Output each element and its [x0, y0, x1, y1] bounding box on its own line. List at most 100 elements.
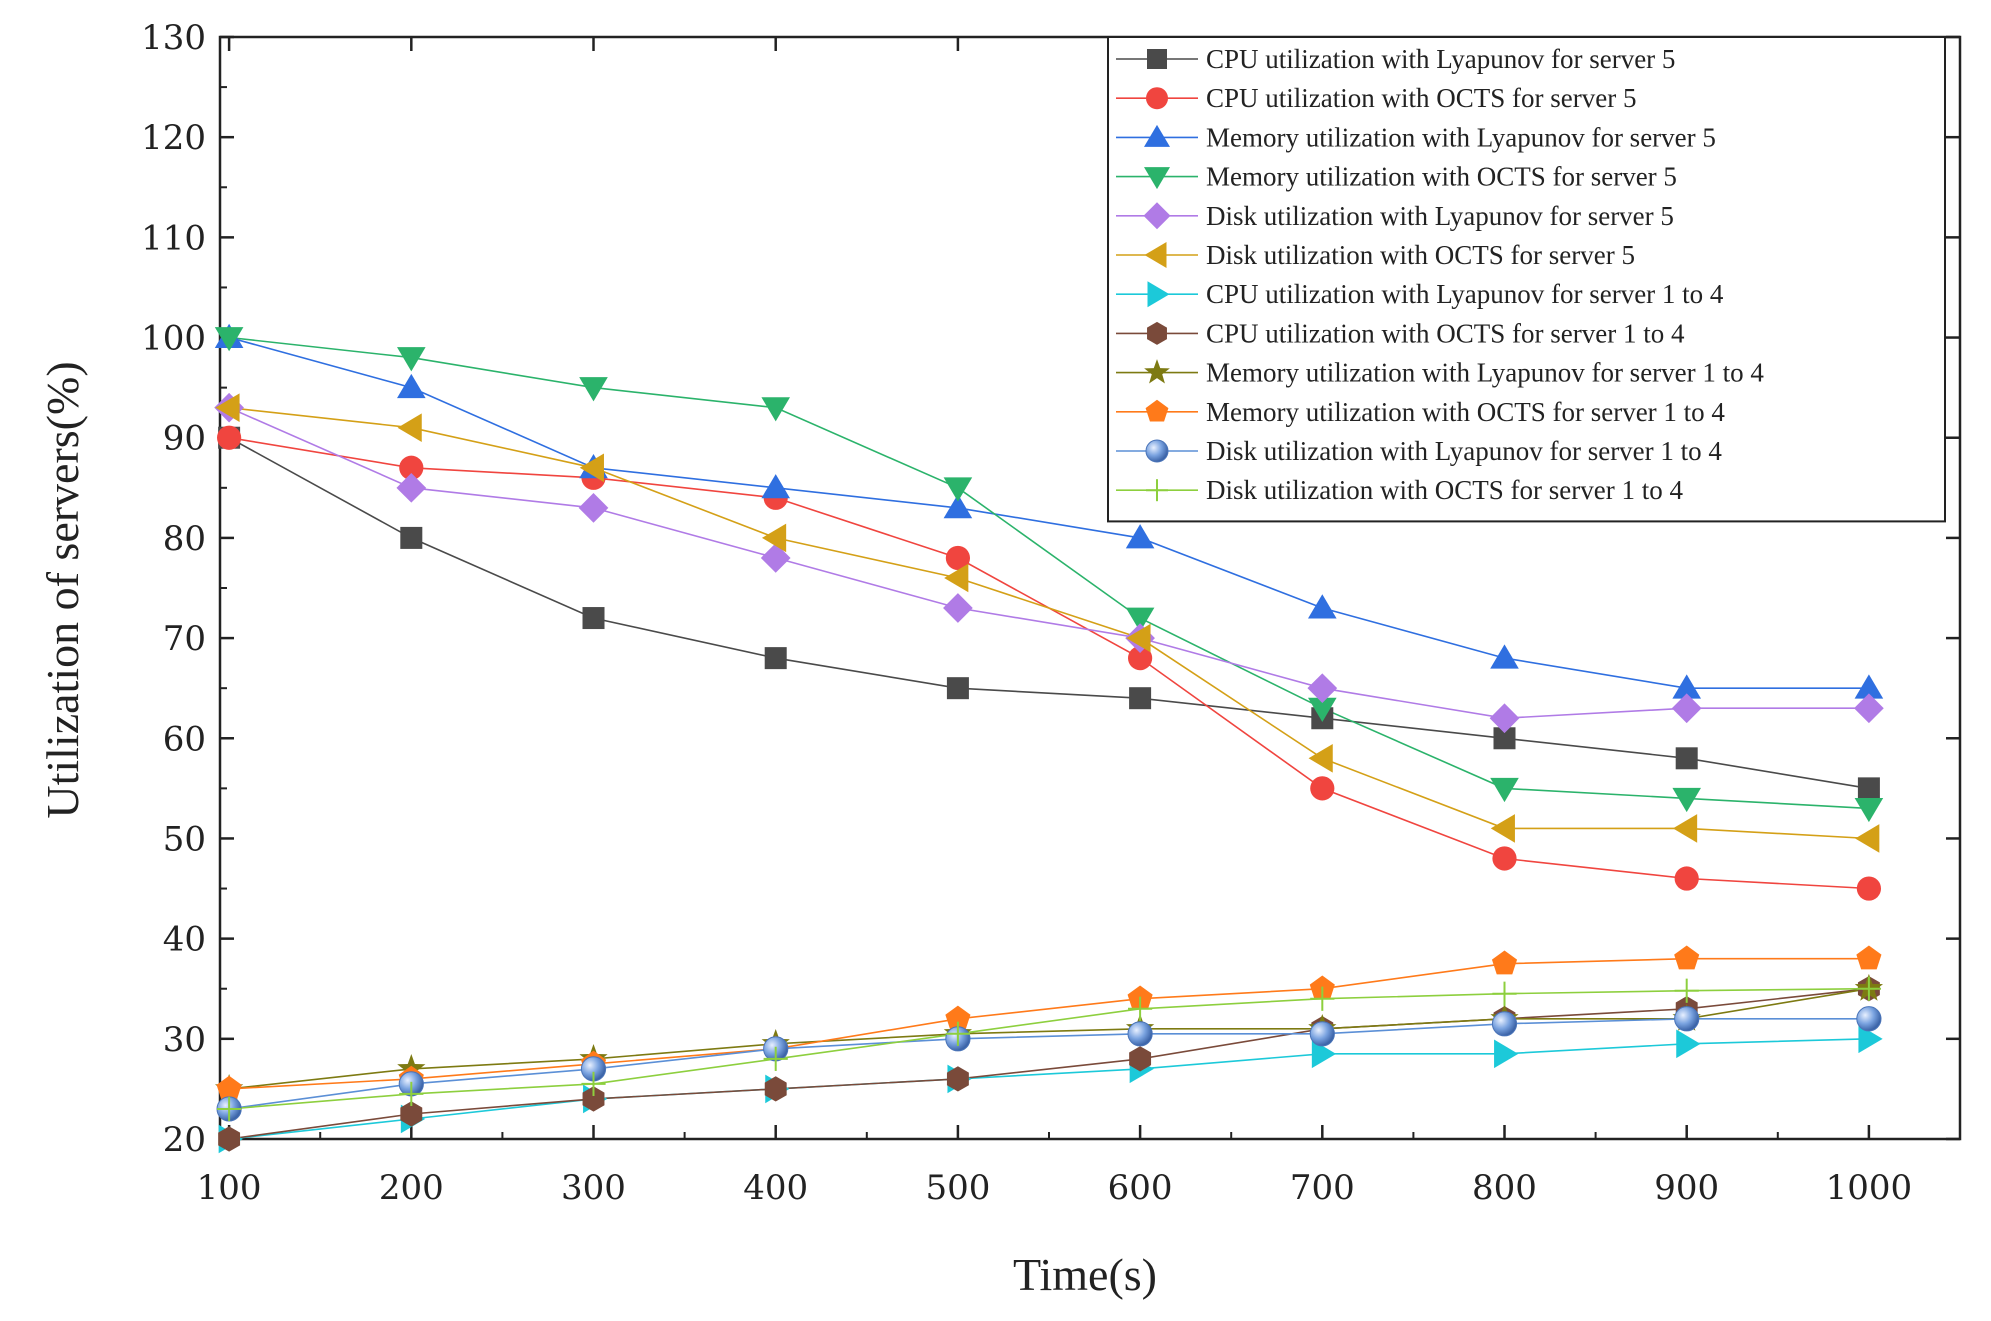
legend-swatch-marker	[1144, 242, 1167, 268]
legend-item-5: Disk utilization with Lyapunov for serve…	[1116, 201, 1674, 231]
data-point-s1-10	[1857, 777, 1880, 800]
data-point-s2-2	[399, 455, 424, 480]
legend-swatch-marker	[1146, 87, 1168, 110]
data-point-s10-5	[945, 1005, 971, 1030]
data-point-s12-3	[581, 1071, 606, 1096]
data-point-s11-6	[1127, 1021, 1153, 1047]
legend-swatch-marker	[1144, 359, 1170, 384]
legend-swatch-marker	[1146, 479, 1168, 502]
data-point-s2-1	[217, 425, 242, 450]
data-point-s12-2	[399, 1081, 424, 1107]
data-point-s4-8	[1490, 777, 1519, 803]
data-point-s3-10	[1854, 674, 1884, 699]
series-line-12	[229, 987, 1869, 1110]
data-point-s6-10	[1855, 824, 1880, 853]
data-point-s5-7	[1307, 673, 1338, 704]
x-axis: 100 200 300 400 500 600 700 800 900 1000	[197, 37, 1913, 1208]
x-tick-label: 1000	[1826, 1168, 1913, 1208]
data-point-s12-10	[1856, 976, 1882, 1001]
y-tick-label: 120	[141, 118, 206, 158]
data-point-s10-9	[1674, 945, 1700, 970]
y-tick-label: 60	[163, 719, 206, 759]
data-point-s7-8	[1494, 1039, 1519, 1069]
data-point-s4-9	[1672, 787, 1702, 813]
legend-label: Memory utilization with Lyapunov for ser…	[1206, 358, 1764, 388]
data-point-s1-6	[1129, 687, 1152, 710]
y-tick-label: 70	[163, 619, 206, 659]
data-point-s8-3	[582, 1086, 605, 1112]
y-tick-label: 110	[141, 218, 206, 258]
data-point-s6-3	[579, 453, 604, 483]
data-point-s12-8	[1492, 981, 1517, 1006]
y-axis-title: Utilization of servers(%)	[37, 361, 88, 818]
series-line-8	[228, 987, 1869, 1140]
data-point-s12-7	[1310, 986, 1335, 1011]
data-point-s4-3	[579, 377, 608, 402]
x-tick-label: 100	[197, 1168, 262, 1208]
y-tick-label: 20	[163, 1120, 206, 1160]
legend-item-10: Memory utilization with OCTS for server …	[1116, 397, 1725, 427]
data-point-s8-1	[218, 1126, 241, 1152]
legend-swatch-marker	[1143, 202, 1171, 230]
data-point-s2-8	[1492, 846, 1517, 871]
data-point-s7-7	[1311, 1039, 1337, 1069]
data-point-s3-4	[761, 474, 791, 499]
legend-item-2: CPU utilization with OCTS for server 5	[1116, 83, 1636, 113]
data-point-s5-2	[396, 472, 427, 503]
data-point-s5-3	[578, 493, 609, 523]
legend-swatch-marker	[1144, 167, 1170, 190]
data-point-s12-5	[945, 1021, 971, 1046]
data-point-s3-2	[397, 373, 426, 399]
data-point-s4-1	[214, 327, 244, 352]
data-point-s4-7	[1308, 697, 1337, 722]
data-point-s1-5	[946, 677, 969, 700]
legend-item-12: Disk utilization with OCTS for server 1 …	[1116, 475, 1683, 505]
legend-label: CPU utilization with Lyapunov for server…	[1206, 44, 1675, 74]
data-point-s1-9	[1675, 747, 1698, 770]
data-point-s2-5	[945, 545, 971, 571]
data-point-s5-5	[943, 593, 973, 623]
data-point-s10-8	[1491, 950, 1518, 975]
data-point-s5-4	[760, 543, 791, 573]
x-axis-title: Time(s)	[1013, 1249, 1157, 1300]
legend-swatch-marker	[1144, 124, 1170, 147]
y-tick-label: 100	[141, 319, 206, 359]
data-point-s4-5	[943, 477, 973, 502]
y-tick-label: 50	[163, 819, 206, 859]
series-line-5	[228, 406, 1869, 720]
legend-item-8: CPU utilization with OCTS for server 1 t…	[1116, 318, 1685, 348]
y-axis: 20 30 40 50 60 70 80 90 100 110 120 130	[141, 18, 1960, 1160]
legend-box	[1107, 36, 1946, 523]
data-point-s3-7	[1308, 594, 1337, 619]
legend-item-3: Memory utilization with Lyapunov for ser…	[1116, 122, 1716, 152]
legend-label: Memory utilization with OCTS for server …	[1206, 397, 1725, 427]
x-tick-label: 200	[379, 1168, 444, 1208]
data-point-s6-7	[1308, 744, 1333, 773]
x-tick-label: 400	[743, 1168, 808, 1208]
data-point-s11-9	[1674, 1006, 1700, 1032]
legend-swatch-marker	[1147, 321, 1167, 345]
legend-label: Disk utilization with OCTS for server 1 …	[1206, 475, 1683, 505]
data-point-s2-9	[1674, 866, 1699, 891]
data-point-s2-6	[1128, 646, 1153, 671]
data-point-s1-8	[1493, 727, 1516, 750]
data-point-s8-6	[1129, 1046, 1152, 1072]
x-tick-label: 500	[925, 1168, 990, 1208]
data-point-s1-3	[582, 607, 605, 630]
legend: CPU utilization with Lyapunov for server…	[1107, 36, 1946, 523]
legend-item-7: CPU utilization with Lyapunov for server…	[1116, 279, 1724, 309]
legend-label: Disk utilization with OCTS for server 5	[1206, 240, 1635, 270]
data-point-s6-1	[215, 393, 240, 422]
data-point-s4-4	[761, 397, 791, 422]
data-point-s12-6	[1128, 996, 1153, 1021]
x-tick-label: 300	[561, 1168, 626, 1208]
data-point-s12-4	[763, 1046, 788, 1071]
series-line-4	[229, 336, 1869, 810]
data-point-s6-6	[1126, 623, 1151, 653]
x-tick-label: 700	[1290, 1168, 1355, 1208]
data-point-s2-10	[1856, 876, 1882, 901]
data-point-s6-4	[761, 523, 787, 553]
legend-label: Memory utilization with Lyapunov for ser…	[1206, 122, 1716, 152]
data-point-s11-7	[1309, 1021, 1335, 1047]
